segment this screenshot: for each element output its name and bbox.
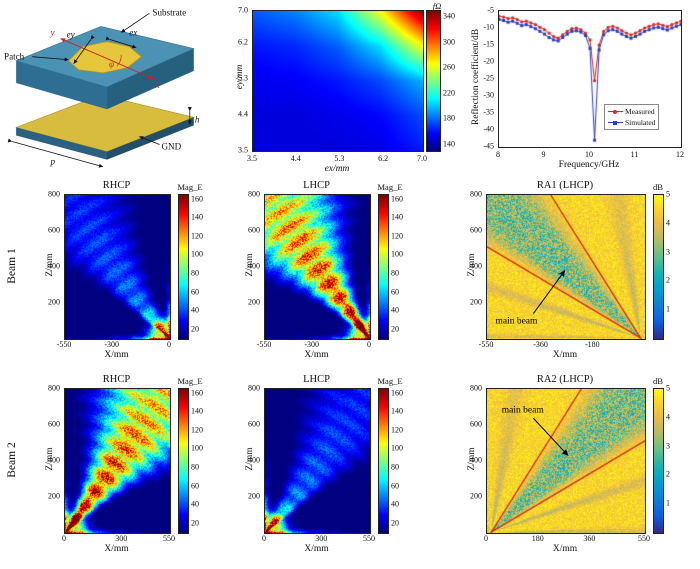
colorbar-label: Mag_E — [177, 182, 203, 192]
colorbar-label: Mag_E — [377, 182, 403, 192]
beam2-rhcp-heatmap — [64, 388, 171, 534]
panel-beam1-rhcp: RHCP Z/mm 200 400 600 800 -550 -300 0 X/mm Ma… — [38, 180, 234, 372]
panel-impedance: ey/mm 3.5 4.4 5.3 6.2 7.0 3.5 4.4 5.3 6.2 7.0 ex… — [222, 1, 462, 178]
dimension-arrows — [7, 35, 192, 168]
colorbar-label: Mag_E — [177, 376, 203, 386]
y-axis-name-label: y — [49, 28, 55, 38]
colorbar-label: Mag_E — [377, 376, 403, 386]
x-axis-ticks: 3.5 4.4 5.3 6.2 7.0 — [247, 154, 427, 163]
chart-title: RA1 (LHCP) — [536, 180, 594, 191]
substrate-label: Substrate — [152, 7, 186, 17]
legend: Measured Simulated — [604, 104, 660, 130]
y-axis-ticks: 200 400 600 800 — [470, 189, 482, 307]
chart-title: LHCP — [303, 180, 330, 191]
panel-ra2: RA2 (LHCP) Z/mm 200 400 600 800 main beam 0… — [460, 374, 690, 566]
chart-title: RA2 (LHCP) — [536, 374, 594, 385]
ra2-heatmap — [486, 388, 646, 534]
x-axis-label: ex/mm — [324, 164, 350, 174]
chart-title: LHCP — [303, 374, 330, 385]
chart-title: RHCP — [102, 180, 131, 191]
y-axis-ticks: 200 400 600 800 — [48, 189, 60, 307]
simulated-marker — [608, 119, 623, 126]
x-axis-label: X/mm — [104, 350, 129, 360]
x-axis-label: X/mm — [552, 544, 578, 554]
panel-beam2-rhcp: RHCP Z/mm 200 400 600 800 0 300 550 X/mm Mag_… — [38, 374, 234, 566]
colorbar — [378, 194, 389, 340]
beam2-lhcp-heatmap — [264, 388, 371, 534]
beam2-row-label: Beam 2 — [6, 442, 18, 478]
x-axis-ticks: 0 300 550 — [62, 534, 175, 543]
colorbar — [178, 388, 189, 534]
legend-simulated: Simulated — [608, 117, 655, 128]
reflection-plot — [498, 10, 682, 148]
x-axis-ticks: -550 -300 0 — [256, 340, 371, 349]
colorbar-ticks: 20 40 60 80 100 120 140 160 — [391, 194, 403, 334]
colorbar — [178, 194, 189, 340]
x-axis-ticks: 8 9 10 11 12 — [496, 150, 684, 159]
phi-label: φ — [109, 59, 114, 69]
colorbar-label: dB — [653, 182, 663, 192]
y-axis-ticks: 200 400 600 800 — [48, 383, 60, 501]
y-axis-ticks: 200 400 600 800 — [248, 383, 260, 501]
impedance-heatmap — [252, 10, 424, 152]
gnd-label: GND — [162, 142, 182, 152]
y-axis-ticks: 200 400 600 800 — [248, 189, 260, 307]
y-axis-ticks: -5 -10 -15 -20 -25 -30 -35 -40 -45 — [483, 5, 494, 151]
colorbar — [653, 388, 664, 534]
simulated-label: Simulated — [625, 118, 656, 127]
x-axis-ticks: -550 -360 -180 — [478, 340, 600, 349]
antenna-schematic: Substrate Patch GND ey ex φ x y p h — [4, 7, 200, 168]
panel-reflection: Reflection coefficient/dB -5 -10 -15 -20 -25… — [462, 2, 700, 180]
chart-title: RHCP — [102, 374, 131, 385]
x-axis-label: Frequency/GHz — [558, 160, 620, 170]
ey-label: ey — [67, 30, 76, 40]
beam1-row-label: Beam 1 — [6, 248, 18, 284]
y-axis-ticks: 3.5 4.4 5.3 6.2 7.0 — [238, 5, 248, 155]
beam1-lhcp-heatmap — [264, 194, 371, 340]
ra1-heatmap — [486, 194, 646, 340]
h-label: h — [195, 114, 200, 124]
panel-ra1: RA1 (LHCP) Z/mm 200 400 600 800 main beam -… — [460, 180, 690, 372]
colorbar-ticks: 140 180 220 260 300 340 — [443, 11, 455, 149]
x-axis-label: X/mm — [304, 544, 329, 554]
x-axis-label: X/mm — [552, 350, 578, 360]
colorbar — [378, 388, 389, 534]
measured-label: Measured — [625, 107, 655, 116]
colorbar — [653, 194, 664, 340]
colorbar-label: dB — [653, 376, 663, 386]
ex-label: ex — [129, 28, 137, 38]
panel-beam2-lhcp: LHCP Z/mm 200 400 600 800 0 300 550 X/mm Mag_… — [238, 374, 434, 566]
panel-beam1-lhcp: LHCP Z/mm 200 400 600 800 -550 -300 0 X/mm Ma… — [238, 180, 434, 372]
callout-arrows — [32, 12, 160, 145]
beam1-rhcp-heatmap — [64, 194, 171, 340]
colorbar-label: fΩ — [432, 1, 442, 11]
colorbar-ticks: 20 40 60 80 100 120 140 160 — [391, 388, 403, 528]
colorbar-ticks: 20 40 60 80 100 120 140 160 — [191, 194, 203, 334]
patch-label: Patch — [4, 52, 25, 62]
phi-angle-arc — [116, 54, 122, 67]
measured-marker — [608, 108, 623, 115]
x-axis-label: X/mm — [304, 350, 329, 360]
p-label: p — [49, 157, 55, 167]
colorbar-ticks: 20 40 60 80 100 120 140 160 — [191, 388, 203, 528]
x-axis-ticks: 0 180 360 550 — [484, 534, 650, 543]
legend-measured: Measured — [608, 106, 655, 117]
x-axis-ticks: -550 -300 0 — [56, 340, 171, 349]
x-axis-label: X/mm — [104, 544, 129, 554]
x-axis-ticks: 0 300 550 — [262, 534, 375, 543]
y-axis-ticks: 200 400 600 800 — [470, 383, 482, 501]
impedance-colorbar — [426, 10, 441, 152]
x-axis-name-label: x — [154, 80, 159, 90]
